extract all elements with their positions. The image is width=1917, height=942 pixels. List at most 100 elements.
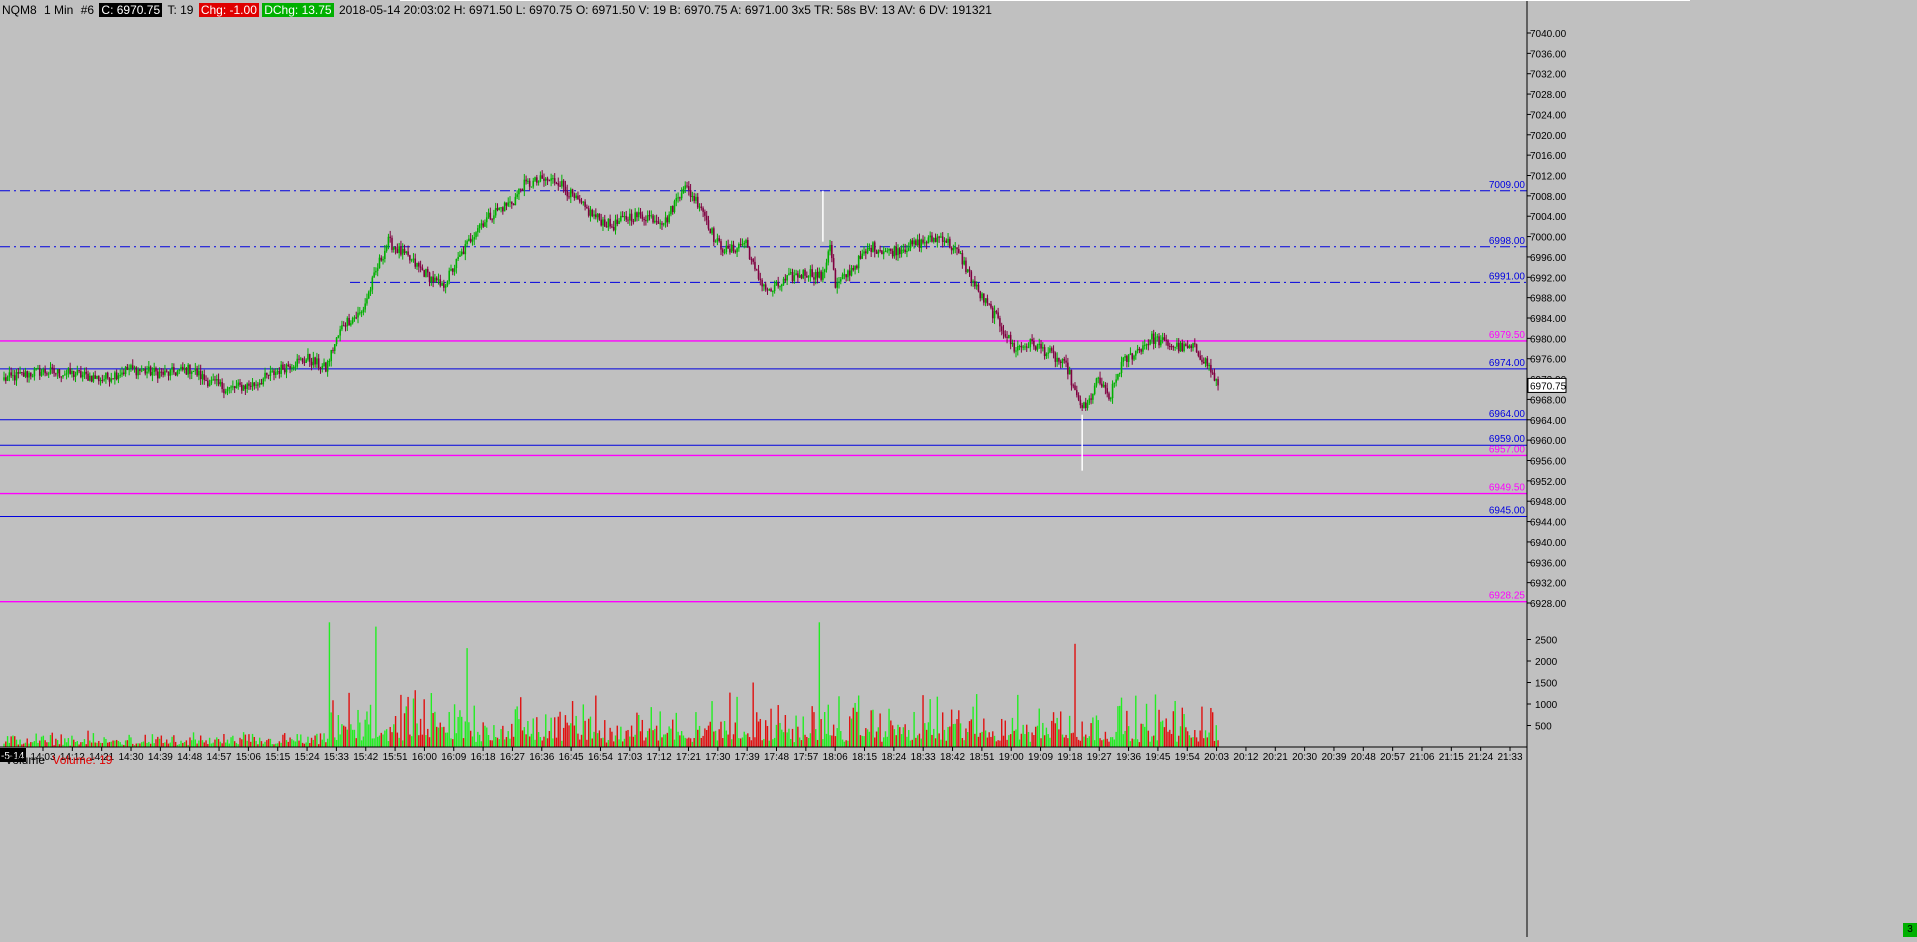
volume-bar: [130, 737, 132, 747]
volume-bar: [537, 732, 540, 747]
candle-body: [814, 271, 817, 280]
volume-bar: [368, 724, 370, 747]
candle-body: [1043, 347, 1046, 357]
volume-bar: [450, 738, 452, 747]
candle-body: [205, 380, 207, 382]
price-tick-label: 6956.00: [1530, 457, 1567, 468]
top-rule: [400, 0, 1690, 1]
candle-body: [126, 366, 129, 370]
volume-bar: [929, 699, 931, 747]
candle-body: [911, 240, 914, 245]
candle-body: [105, 372, 107, 380]
candle-body: [1077, 395, 1080, 400]
volume-bar: [1079, 740, 1082, 747]
volume-bar: [391, 732, 393, 747]
candle-body: [779, 286, 781, 288]
volume-bar: [738, 738, 740, 747]
time-tick-label: 18:24: [881, 752, 906, 763]
volume-bar: [160, 735, 163, 747]
volume-bar: [705, 729, 708, 747]
candle-body: [364, 303, 366, 310]
candle-body: [1111, 383, 1114, 399]
candle-body: [1101, 383, 1103, 387]
volume-bar: [273, 744, 275, 747]
candle-body: [1197, 352, 1200, 356]
candle-body: [773, 285, 776, 292]
candle-body: [475, 232, 477, 238]
volume-bar: [745, 734, 747, 747]
candle-body: [450, 268, 452, 271]
candle-body: [809, 269, 812, 277]
volume-bar: [230, 737, 232, 747]
candle-body: [1160, 339, 1162, 346]
volume-bar: [804, 734, 806, 747]
volume-bar: [1149, 741, 1151, 747]
candle-body: [861, 253, 864, 259]
time-tick-label: 15:51: [383, 752, 408, 763]
candle-body: [65, 373, 68, 375]
candle-body: [1050, 348, 1053, 351]
candle-body: [246, 383, 248, 390]
volume-bar: [1210, 707, 1212, 747]
volume-bar: [564, 715, 567, 747]
candle-body: [437, 279, 440, 281]
candle-body: [986, 298, 989, 304]
volume-bar: [1027, 731, 1030, 747]
candle-body: [1016, 346, 1019, 351]
candle-body: [1049, 348, 1051, 353]
candle-body: [1084, 402, 1087, 409]
candle-body: [242, 385, 245, 391]
candle-body: [1081, 405, 1083, 408]
candle-body: [637, 212, 640, 218]
volume-bar: [888, 708, 890, 747]
candle-body: [292, 367, 295, 369]
time-tick-label: 20:03: [1204, 752, 1229, 763]
candle-body: [1179, 342, 1182, 352]
volume-bar: [81, 742, 84, 747]
volume-bar: [71, 735, 73, 747]
candle-body: [1033, 340, 1035, 347]
candle-body: [273, 370, 275, 375]
candle-body: [139, 369, 141, 371]
volume-bar: [17, 744, 20, 747]
candle-body: [498, 207, 501, 211]
candle-body: [999, 318, 1001, 327]
close-value-badge: C: 6970.75: [99, 3, 163, 17]
volume-bar: [802, 716, 804, 747]
time-tick-label: 19:36: [1116, 752, 1141, 763]
price-tick-label: 7036.00: [1530, 49, 1567, 60]
volume-bar: [189, 737, 191, 747]
time-tick-label: 18:51: [969, 752, 994, 763]
price-tick-label: 6948.00: [1530, 497, 1567, 508]
candle-body: [485, 217, 488, 223]
candle-body: [566, 190, 569, 197]
candle-body: [521, 189, 524, 191]
candle-body: [671, 205, 674, 213]
candle-body: [1165, 339, 1167, 341]
volume-bar: [328, 622, 331, 747]
volume-bar: [140, 742, 143, 747]
price-tick-label: 7004.00: [1530, 212, 1567, 223]
level-label: 6964.00: [1489, 409, 1526, 420]
time-tick-label: 17:39: [735, 752, 760, 763]
candle-body: [775, 282, 778, 286]
time-tick-label: 17:30: [705, 752, 730, 763]
candle-body: [734, 251, 737, 253]
volume-bar: [14, 736, 16, 747]
candle-body: [312, 357, 315, 366]
candle-body: [419, 266, 422, 268]
volume-bar: [19, 739, 21, 747]
candle-body: [78, 370, 80, 372]
volume-bar: [940, 739, 942, 747]
candle-body: [110, 378, 113, 382]
volume-bar: [90, 742, 93, 747]
volume-panel-value: Volume: 19: [52, 753, 113, 767]
candle-body: [241, 384, 243, 391]
time-tick-label: 14:21: [89, 752, 114, 763]
volume-bar: [235, 742, 238, 747]
candle-body: [1161, 337, 1164, 340]
volume-bar: [545, 714, 547, 747]
volume-bar: [655, 725, 658, 747]
volume-bar: [255, 740, 257, 747]
